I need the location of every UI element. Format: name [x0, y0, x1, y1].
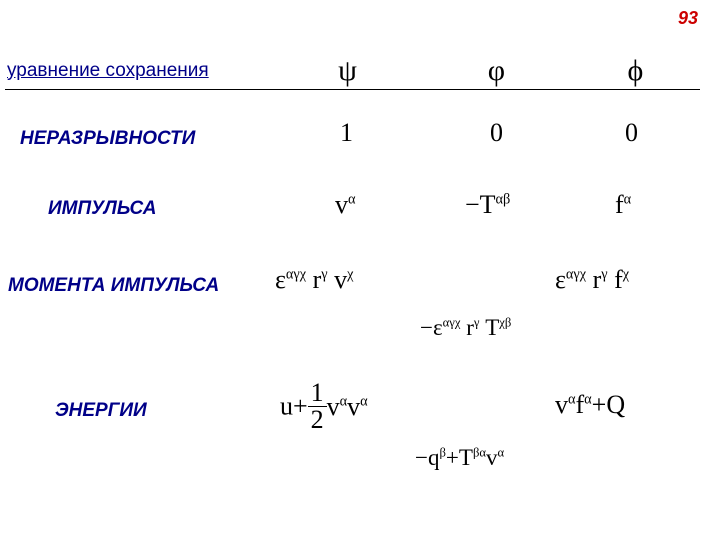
row-label-angular-momentum: МОМЕНТА ИМПУЛЬСА [8, 275, 219, 297]
row-label-energy: ЭНЕРГИИ [55, 400, 147, 422]
header-col-phi2: ϕ [571, 54, 700, 88]
cell-continuity-phi: 0 [490, 118, 503, 148]
header-col-psi: ψ [273, 54, 422, 88]
header-col-phi: φ [422, 54, 571, 88]
table-header-row: уравнение сохранения ψ φ ϕ [5, 52, 700, 90]
cell-angular-phi2: εαγχ rγ fχ [555, 265, 629, 295]
cell-angular-phi: −εαγχ rγ Tχβ [420, 315, 511, 341]
row-label-momentum: ИМПУЛЬСА [48, 198, 157, 220]
page-number: 93 [678, 8, 698, 29]
row-label-continuity: НЕРАЗРЫВНОСТИ [20, 128, 195, 150]
cell-continuity-phi2: 0 [625, 118, 638, 148]
cell-energy-phi2: vαfα+Q [555, 390, 625, 420]
cell-continuity-psi: 1 [340, 118, 353, 148]
cell-momentum-phi2: fα [615, 190, 631, 220]
cell-momentum-psi: vα [335, 190, 356, 220]
cell-energy-psi: u+12vαvα [280, 380, 368, 433]
cell-momentum-phi: −Tαβ [465, 190, 510, 220]
cell-angular-psi: εαγχ rγ vχ [275, 265, 353, 295]
cell-energy-phi: −qβ+Tβαvα [415, 445, 504, 471]
header-label: уравнение сохранения [5, 60, 273, 82]
